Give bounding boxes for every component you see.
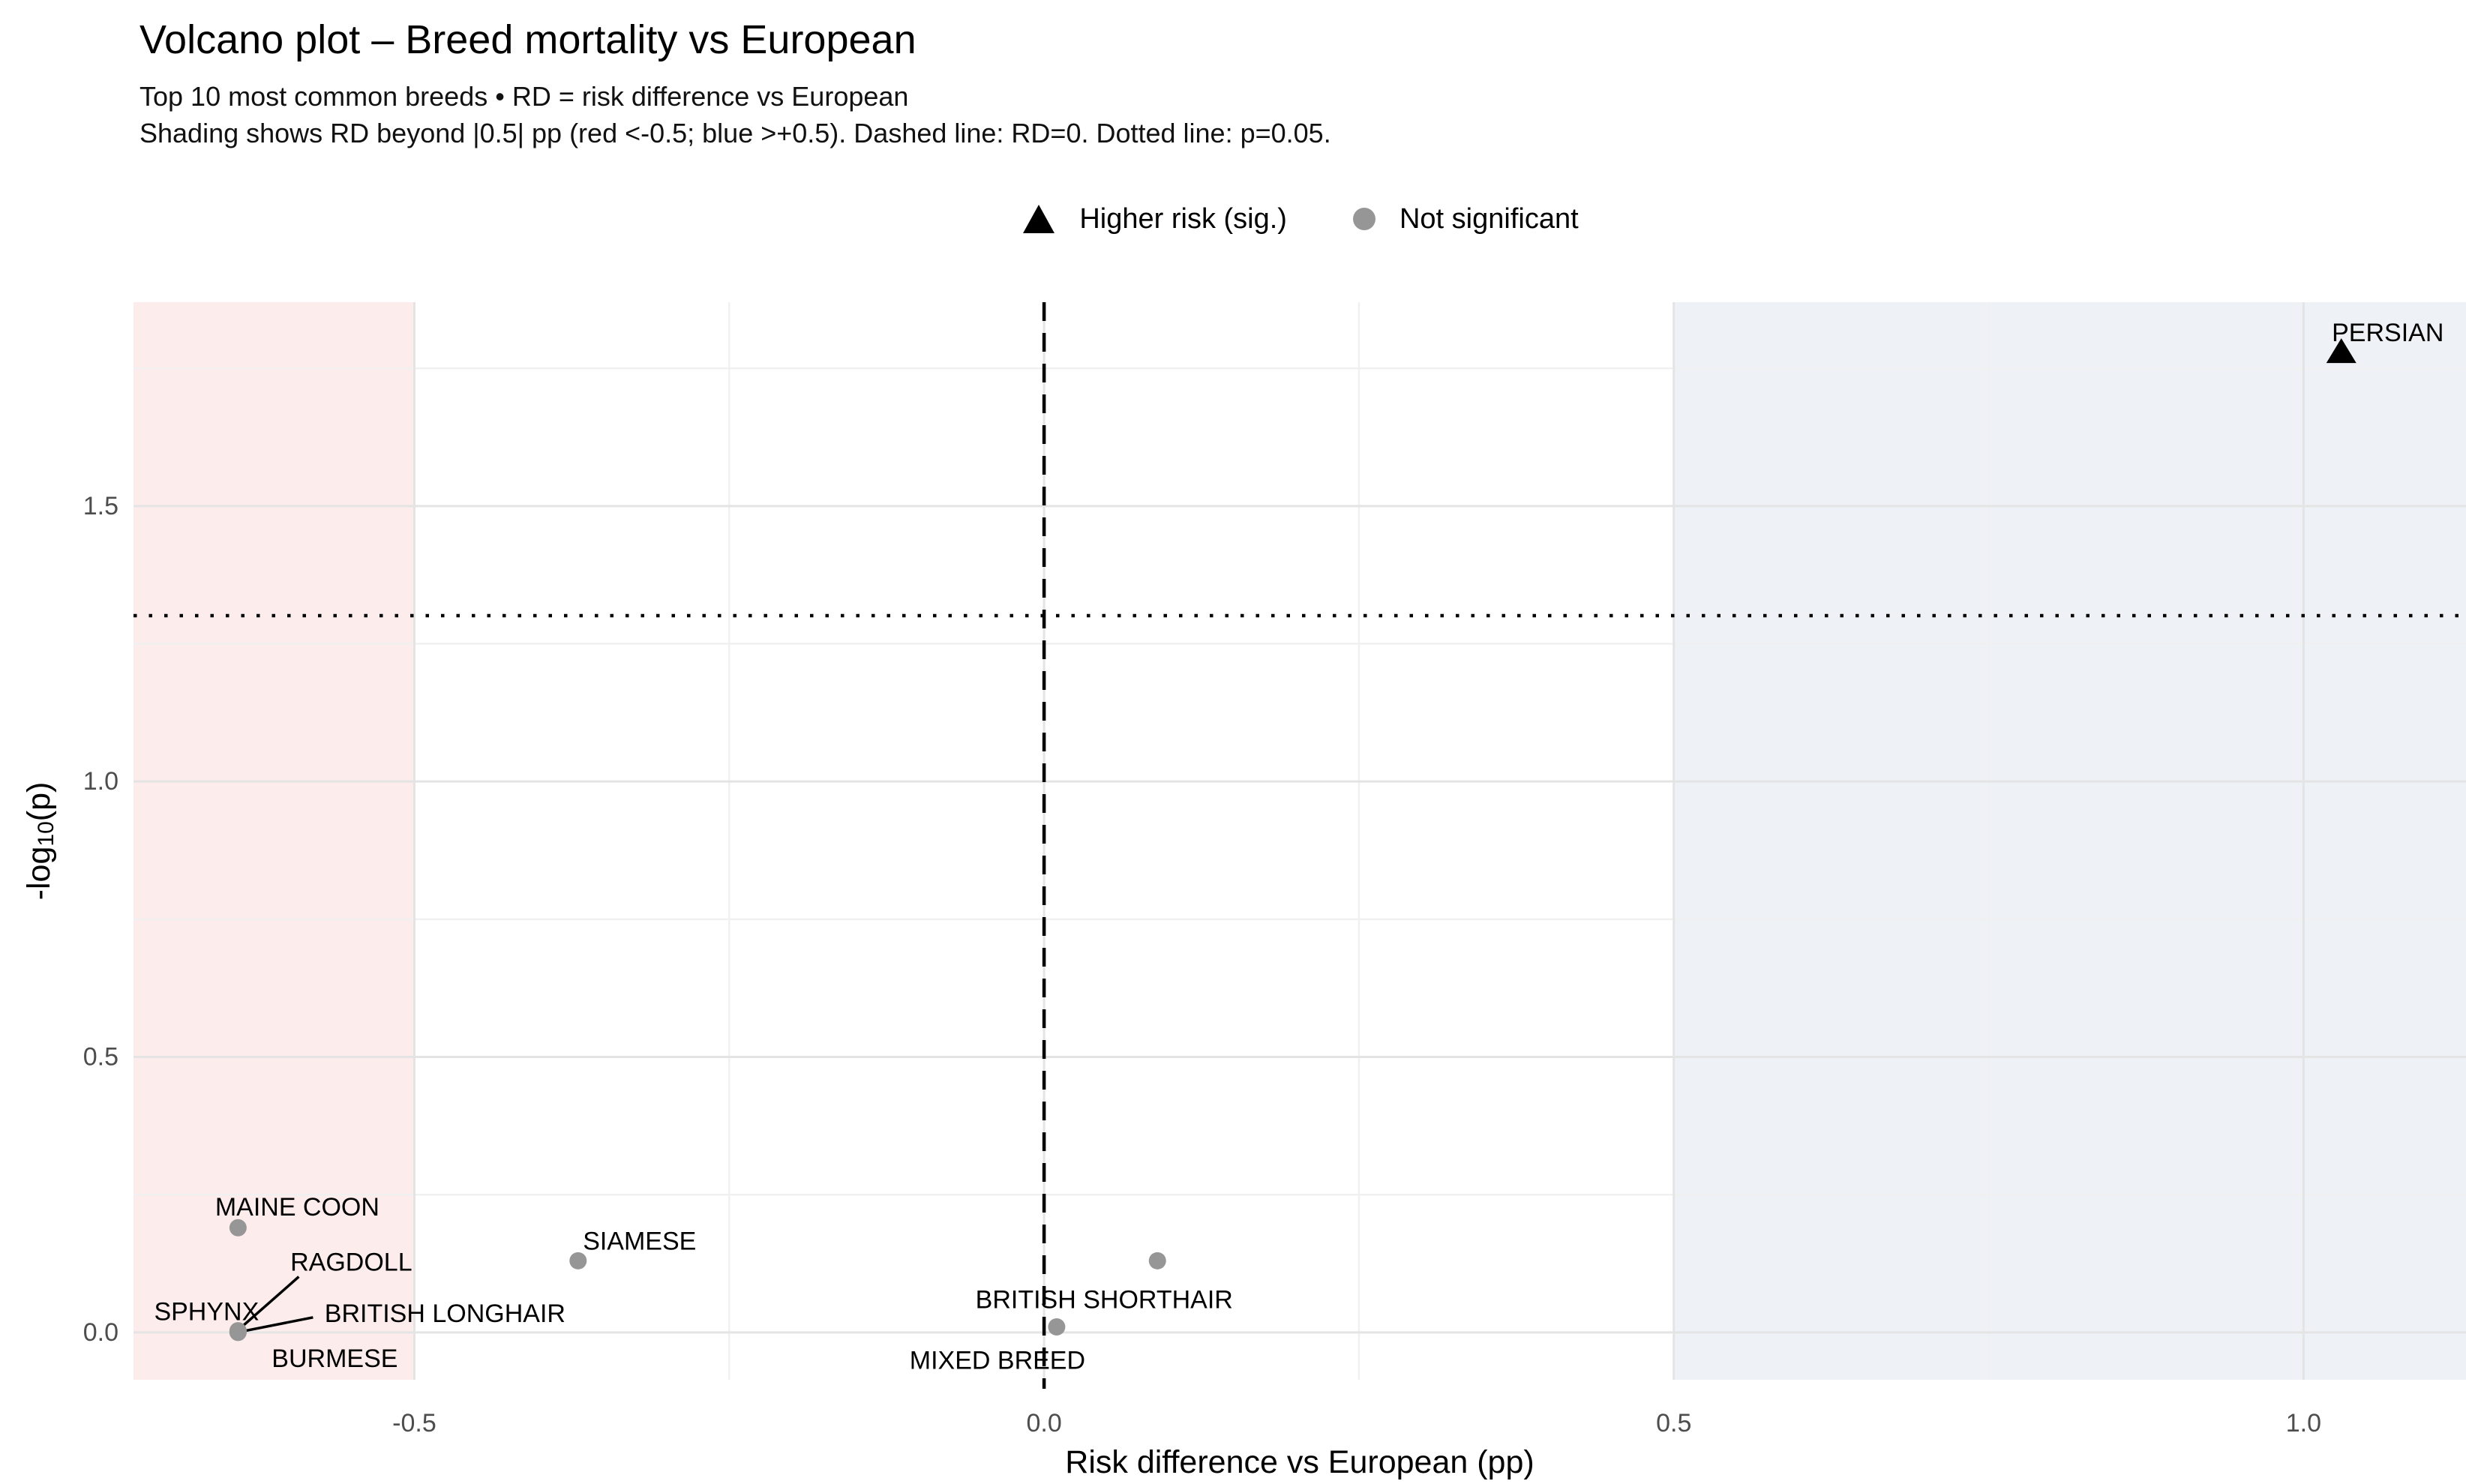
legend-label: Higher risk (sig.) [1079,202,1287,235]
x-tick-label: 1.0 [2286,1409,2321,1438]
red-shading-region [134,302,415,1380]
legend-label: Not significant [1399,202,1579,235]
chart-subtitle-line1: Top 10 most common breeds • RD = risk di… [140,81,909,112]
point-label-siamese: SIAMESE [583,1227,696,1255]
legend-item-higher-risk: Higher risk (sig.) [1021,202,1287,235]
leader-line-british-longhair [244,1316,314,1333]
blue-shading-region [1673,302,2466,1380]
point-label-ragdoll: RAGDOLL [290,1249,412,1277]
legend-item-not-significant: Not significant [1352,203,1579,235]
chart-title: Volcano plot – Breed mortality vs Europe… [140,17,916,62]
point-label-mixed-breed: MIXED BREED [910,1346,1085,1375]
data-point-british-shorthair [1148,1252,1166,1270]
x-tick-label: 0.5 [1656,1409,1691,1438]
data-point-mixed-breed [1048,1318,1066,1336]
chart-subtitle-line2: Shading shows RD beyond |0.5| pp (red <-… [140,118,1331,148]
y-axis-title: -log10(p) [21,782,58,901]
y-tick-label: 1.0 [83,767,118,796]
triangle-icon [1023,205,1055,233]
data-point-persian [2326,338,2356,364]
x-tick-label: 0.0 [1026,1409,1061,1438]
chart-subtitle: Top 10 most common breeds • RD = risk di… [140,78,1331,151]
point-label-persian: PERSIAN [2332,319,2444,347]
point-label-maine-coon: MAINE COON [215,1193,380,1222]
data-point-siamese [569,1252,587,1270]
point-label-sphynx: SPHYNX [154,1297,259,1326]
legend: Higher risk (sig.) Not significant [134,192,2466,246]
data-point-burmese [229,1323,247,1341]
data-point-maine-coon [229,1219,247,1237]
y-tick-label: 1.5 [83,492,118,520]
y-tick-label: 0.5 [83,1042,118,1071]
x-tick-label: -0.5 [392,1409,436,1438]
y-tick-label: 0.0 [83,1318,118,1347]
point-label-burmese: BURMESE [272,1345,398,1373]
point-label-british-longhair: BRITISH LONGHAIR [325,1300,566,1328]
circle-icon [1352,208,1376,230]
leader-line-ragdoll [242,1276,300,1327]
x-axis-title: Risk difference vs European (pp) [1065,1444,1534,1480]
point-label-british-shorthair: BRITISH SHORTHAIR [976,1285,1233,1314]
